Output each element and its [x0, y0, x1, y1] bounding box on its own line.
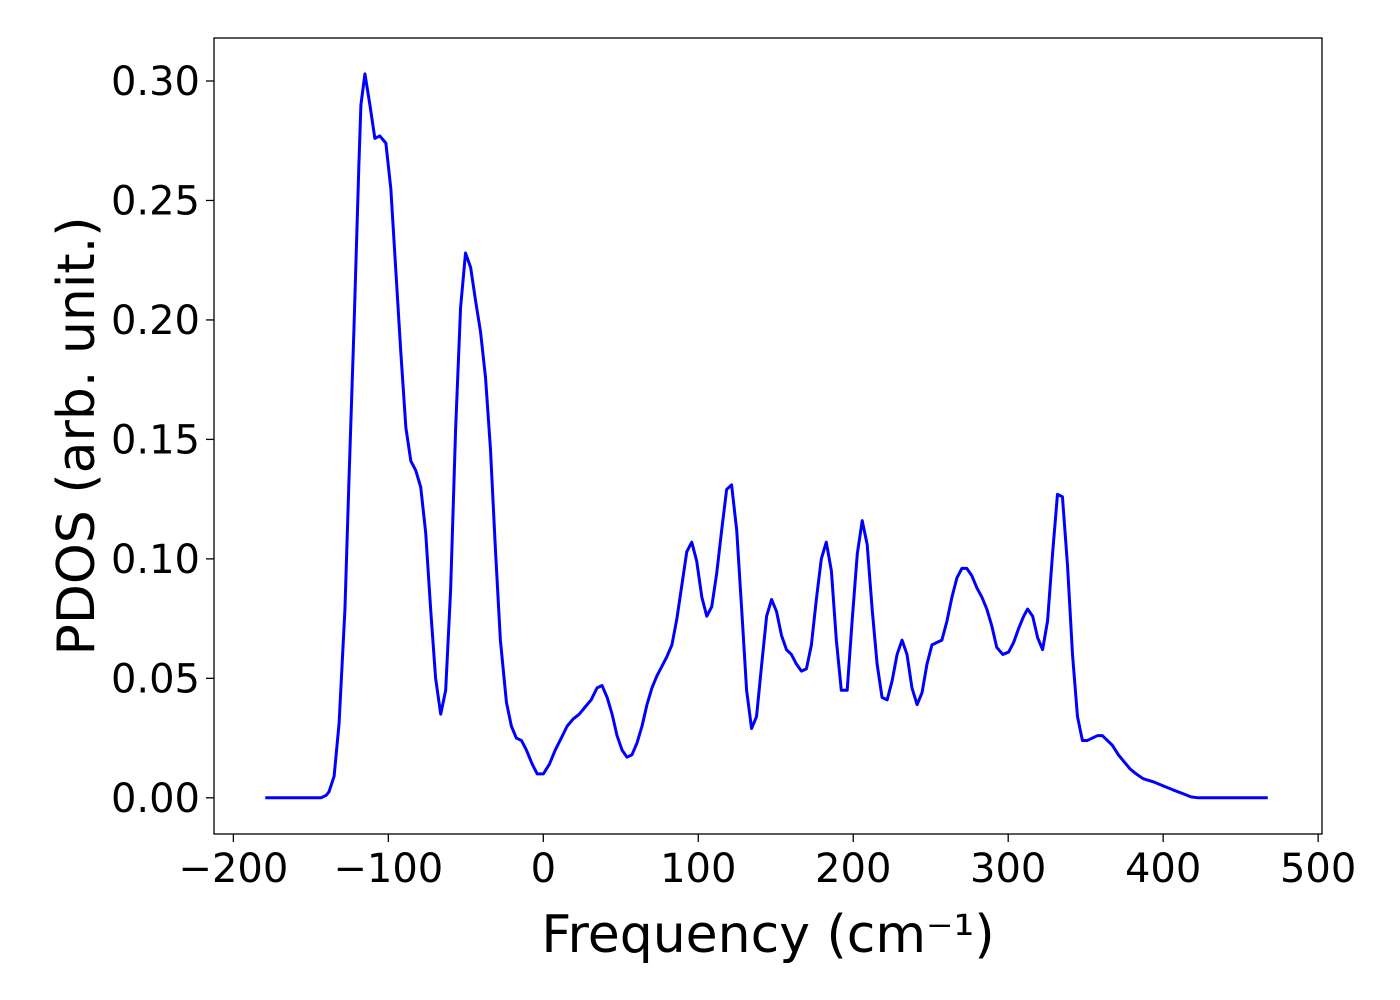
x-tick-label: 0	[531, 846, 556, 892]
x-axis-label: Frequency (cm⁻¹)	[541, 905, 994, 965]
y-tick-label: 0.00	[111, 776, 200, 822]
x-tick-label: −200	[178, 846, 288, 892]
x-tick-label: 200	[815, 846, 891, 892]
data-line	[265, 72, 1268, 800]
x-tick-label: 300	[970, 846, 1046, 892]
y-tick-label: 0.20	[111, 298, 200, 344]
y-tick-label: 0.10	[111, 537, 200, 583]
y-tick-label: 0.05	[111, 656, 200, 702]
y-axis-label: PDOS (arb. unit.)	[47, 216, 107, 655]
x-tick-label: 100	[660, 846, 736, 892]
y-tick-label: 0.30	[111, 59, 200, 105]
x-tick-label: −100	[333, 846, 443, 892]
x-tick-label: 400	[1125, 846, 1201, 892]
y-tick-label: 0.15	[111, 417, 200, 463]
x-tick-label: 500	[1280, 846, 1356, 892]
plot-frame	[213, 37, 1323, 835]
y-tick-label: 0.25	[111, 178, 200, 224]
